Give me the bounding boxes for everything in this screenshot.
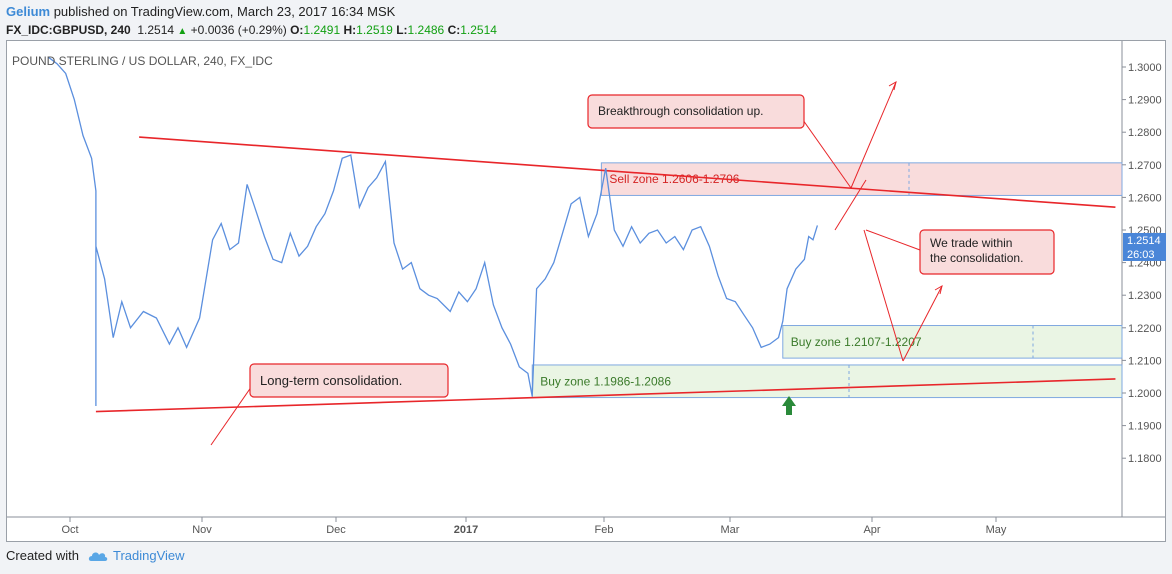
symbol-label: FX_IDC:GBPUSD, 240 [6,23,131,37]
zone-box-0 [600,162,1123,196]
annotation-arrowhead-0 [888,80,897,91]
buy-signal-arrow-icon [782,396,796,415]
callout-consolidation-text: We trade within the consolidation. [930,236,1023,265]
callout-breakthrough[interactable]: Breakthrough consolidation up. [587,94,805,129]
last-price: 1.2514 [137,23,175,37]
x-tick-label-3: 2017 [454,524,478,536]
chart-title: POUND STERLING / US DOLLAR, 240, FX_IDC [12,54,273,68]
chart-border [6,40,1166,542]
published-text: published on TradingView.com, March 23, … [53,4,396,19]
callout-consolidation[interactable]: We trade within the consolidation. [919,229,1055,275]
y-tick-label-1: 1.2900 [1128,95,1162,107]
y-tick-label-2: 1.2800 [1128,127,1162,139]
price-change: +0.0036 (+0.29%) [190,23,287,37]
zone-label-0: Sell zone 1.2606-1.2706 [609,172,739,186]
callout-long-term[interactable]: Long-term consolidation. [249,363,449,398]
x-tick-label-5: Mar [721,524,740,536]
ohlc-legend: FX_IDC:GBPUSD, 240 1.2514 ▲ +0.0036 (+0.… [6,23,497,37]
annotation-arrowhead-1 [934,284,943,295]
footer: Created with TradingView [6,548,185,563]
low-value: 1.2486 [407,23,445,37]
annotation-line-0 [802,119,852,189]
up-arrow-icon: ▲ [177,26,188,37]
y-tick-label-12: 1.1800 [1128,453,1162,465]
open-value: 1.2491 [303,23,341,37]
price-chart[interactable]: Sell zone 1.2606-1.2706 Buy zone 1.2107-1… [6,40,1166,542]
trendline-0 [139,136,1116,208]
created-with-text: Created with [6,548,79,563]
trendlines-layer [95,136,1116,413]
time-axis-ticks: Oct Nov Dec 2017 Feb Mar Apr May [61,517,1007,536]
annotation-line-1 [850,81,897,189]
zone-label-2: Buy zone 1.1986-1.2086 [540,374,671,388]
y-tick-label-3: 1.2700 [1128,160,1162,172]
zones-layer: Sell zone 1.2606-1.2706 Buy zone 1.2107-1… [531,162,1123,399]
y-tick-label-4: 1.2600 [1128,192,1162,204]
x-tick-label-7: May [986,524,1007,536]
x-tick-label-2: Dec [326,524,346,536]
y-tick-label-9: 1.2100 [1128,355,1162,367]
y-tick-label-8: 1.2200 [1128,323,1162,335]
y-tick-label-10: 1.2000 [1128,388,1162,400]
y-tick-label-11: 1.1900 [1128,421,1162,433]
price-axis-ticks: 1.30001.29001.28001.27001.26001.25001.24… [1122,62,1162,465]
close-value: 1.2514 [460,23,497,37]
zone-box-1 [782,325,1123,359]
chart-background [6,40,1166,542]
author-link[interactable]: Gelium [6,4,51,19]
x-tick-label-4: Feb [595,524,614,536]
annotation-line-2 [863,229,904,362]
low-label: L: [396,23,408,37]
countdown-bg [1123,247,1166,261]
close-label: C: [447,23,461,37]
price-label: 1.2514 [1127,235,1161,247]
open-label: O: [290,23,304,37]
y-tick-label-0: 1.3000 [1128,62,1162,74]
tradingview-link[interactable]: TradingView [112,548,185,563]
x-tick-label-0: Oct [61,524,78,536]
callout-breakthrough-text: Breakthrough consolidation up. [598,104,763,118]
high-value: 1.2519 [356,23,393,37]
tradingview-logo-icon [88,551,108,561]
zone-label-1: Buy zone 1.2107-1.2207 [791,335,922,349]
high-label: H: [343,23,357,37]
callout-long-term-text: Long-term consolidation. [260,373,402,388]
x-tick-label-6: Apr [863,524,880,536]
y-tick-label-7: 1.2300 [1128,290,1162,302]
annotation-line-3 [902,285,943,362]
annotation-line-5 [210,379,257,446]
countdown-label: 26:03 [1127,249,1155,261]
price-series-line [48,56,819,406]
annotation-arrows [210,80,943,446]
annotation-line-4 [865,229,921,251]
publication-line: Gelium published on TradingView.com, Mar… [6,4,395,19]
annotation-line-6 [834,179,867,231]
trendline-1 [95,378,1116,413]
price-label-bg [1123,233,1166,247]
x-tick-label-1: Nov [192,524,212,536]
